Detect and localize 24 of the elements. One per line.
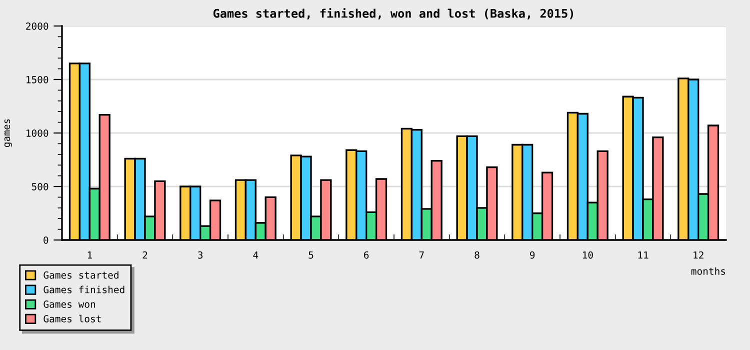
x-tick-label: 1 (88, 251, 92, 259)
legend-label: Games won (44, 300, 96, 308)
y-tick-label: 0 (44, 236, 48, 244)
x-axis-title: months (691, 267, 726, 275)
x-tick-label: 5 (308, 251, 314, 259)
y-tick-label: 2000 (26, 22, 48, 30)
x-tick-label: 4 (253, 251, 258, 259)
y-tick-label: 1500 (26, 76, 48, 84)
y-axis-title: games (4, 119, 12, 148)
x-tick-label: 12 (694, 251, 704, 259)
x-tick-label: 10 (582, 251, 593, 259)
x-tick-label: 7 (419, 251, 424, 259)
legend-label: Games started (44, 271, 118, 279)
chart-title: Games started, finished, won and lost (Baska, 2015) (213, 8, 574, 20)
y-tick-label: 1000 (26, 130, 48, 137)
x-tick-label: 11 (638, 251, 648, 259)
x-tick-label: 9 (530, 251, 535, 259)
legend-label: Games lost (44, 314, 101, 322)
x-tick-label: 3 (198, 251, 203, 259)
x-tick-label: 6 (364, 251, 369, 259)
x-tick-label: 8 (474, 251, 480, 259)
x-tick-label: 2 (142, 251, 148, 259)
legend-label: Games finished (44, 286, 124, 294)
y-tick-label: 500 (32, 183, 48, 190)
